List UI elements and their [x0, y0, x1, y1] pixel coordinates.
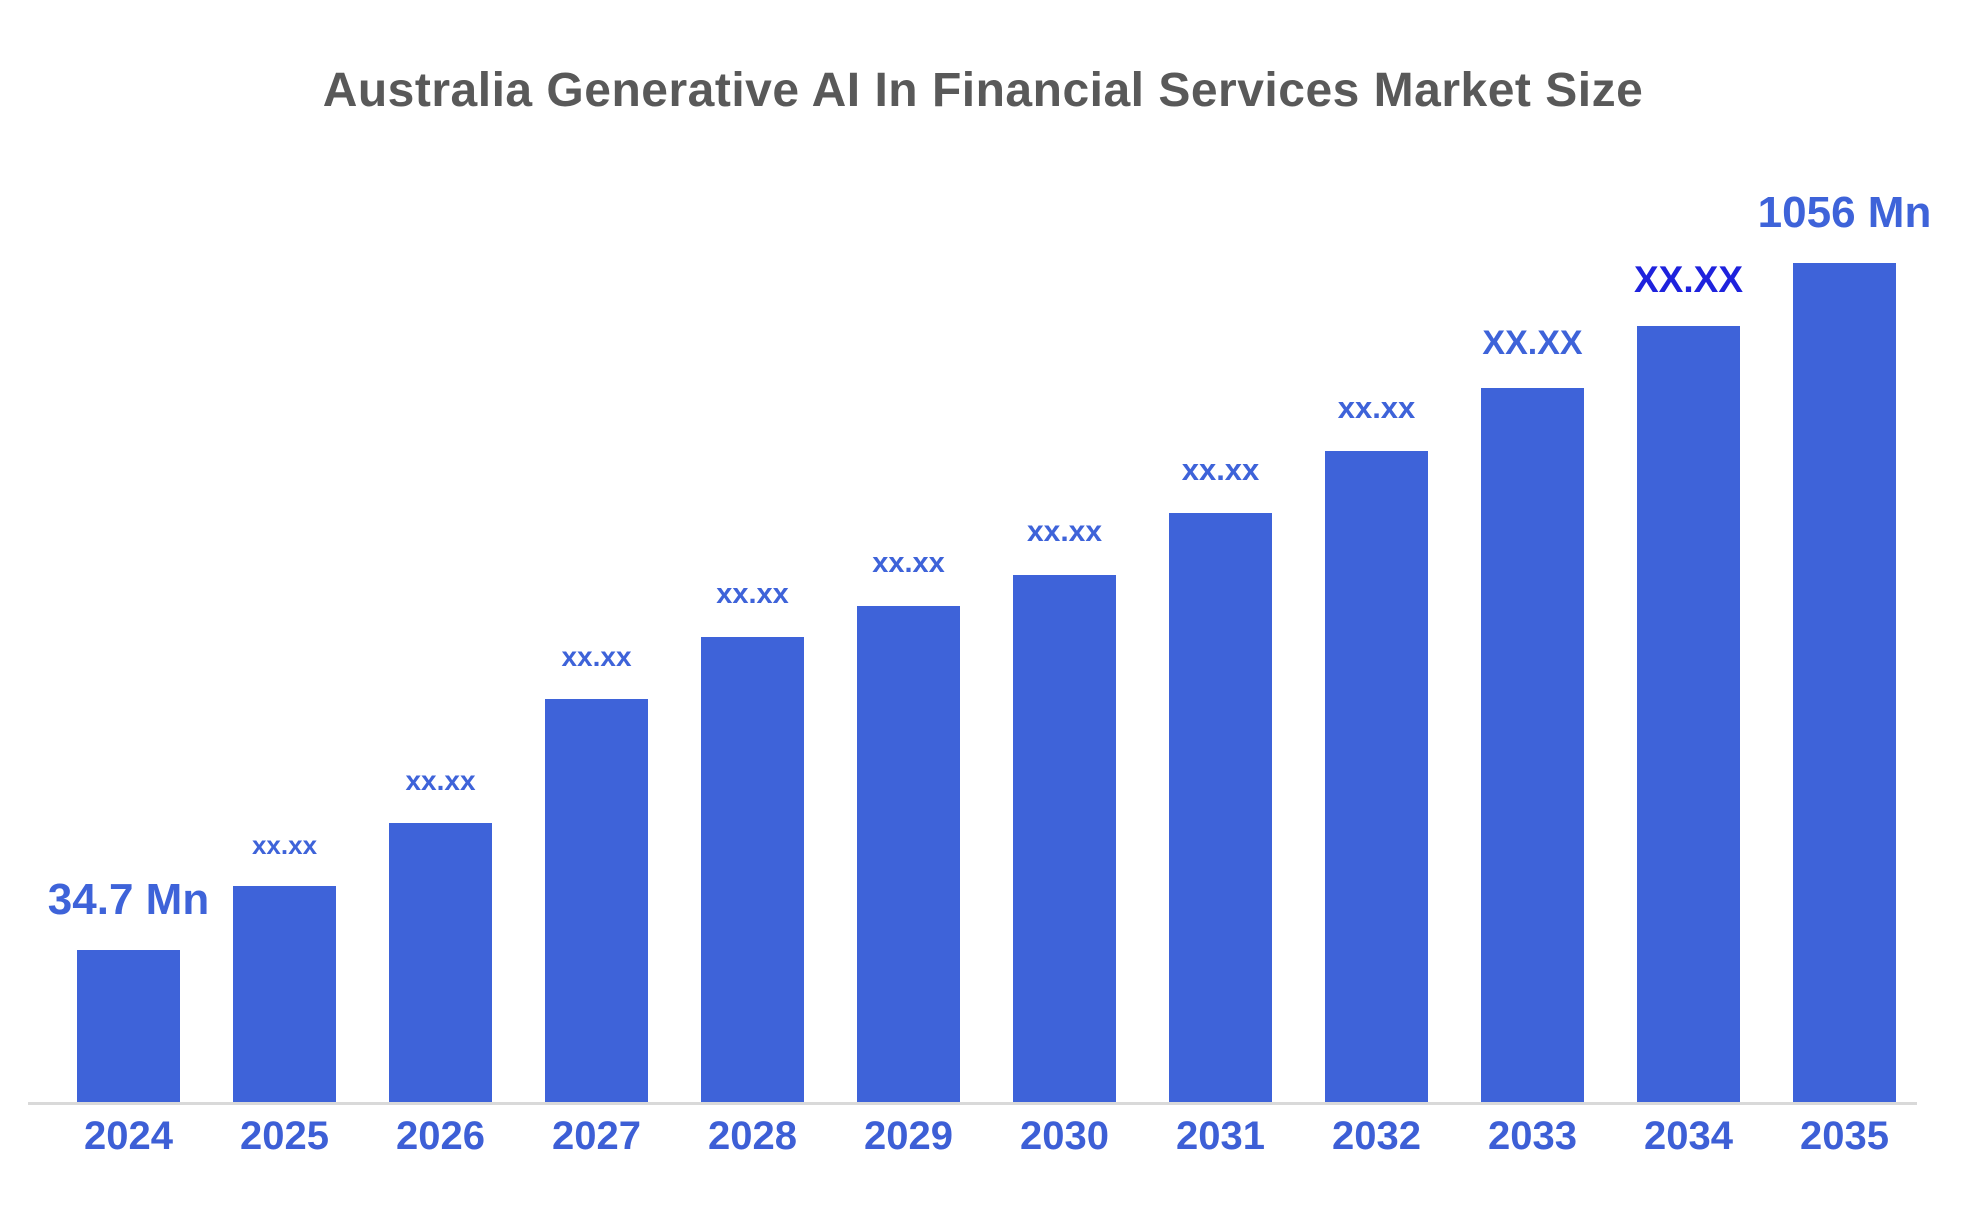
value-label-2026: xx.xx: [405, 765, 476, 796]
bar-2029: [857, 606, 960, 1102]
x-axis-label-2029: 2029: [864, 1114, 953, 1158]
value-label-2034: XX.XX: [1634, 259, 1743, 300]
x-axis-label-2028: 2028: [708, 1114, 797, 1158]
bar-2028: [701, 637, 804, 1102]
bar-2035: [1793, 263, 1896, 1102]
x-axis-label-2031: 2031: [1176, 1114, 1265, 1158]
value-label-2031: xx.xx: [1181, 452, 1260, 487]
value-label-2030: xx.xx: [1026, 515, 1103, 548]
value-label-2028: xx.xx: [716, 578, 789, 610]
value-label-2024: 34.7 Mn: [47, 875, 210, 924]
x-axis-label-2035: 2035: [1800, 1114, 1889, 1158]
chart-title: Australia Generative AI In Financial Ser…: [322, 64, 1644, 117]
x-axis-label-2027: 2027: [552, 1114, 641, 1158]
bar-2032: [1325, 451, 1428, 1102]
value-label-2025: xx.xx: [251, 830, 318, 860]
x-axis-label-2026: 2026: [396, 1114, 485, 1158]
value-label-2032: xx.xx: [1337, 390, 1416, 425]
bar-2027: [545, 699, 648, 1102]
value-label-2029: xx.xx: [872, 547, 945, 579]
value-label-2035: 1056 Mn: [1757, 188, 1932, 237]
x-axis-label-2032: 2032: [1332, 1114, 1421, 1158]
bar-2024: [77, 950, 180, 1102]
x-axis-label-2024: 2024: [84, 1114, 173, 1158]
x-axis-label-2025: 2025: [240, 1114, 329, 1158]
bar-2026: [389, 823, 492, 1102]
value-label-2033: XX.XX: [1482, 324, 1583, 362]
x-axis-label-2033: 2033: [1488, 1114, 1577, 1158]
bar-2033: [1481, 388, 1584, 1102]
bar-2025: [233, 886, 336, 1102]
x-axis-baseline: [28, 1102, 1917, 1105]
x-axis-label-2034: 2034: [1644, 1114, 1733, 1158]
bar-2031: [1169, 513, 1272, 1102]
bar-2030: [1013, 575, 1116, 1102]
bar-2034: [1637, 326, 1740, 1102]
value-label-2027: xx.xx: [561, 641, 632, 672]
x-axis-label-2030: 2030: [1020, 1114, 1109, 1158]
